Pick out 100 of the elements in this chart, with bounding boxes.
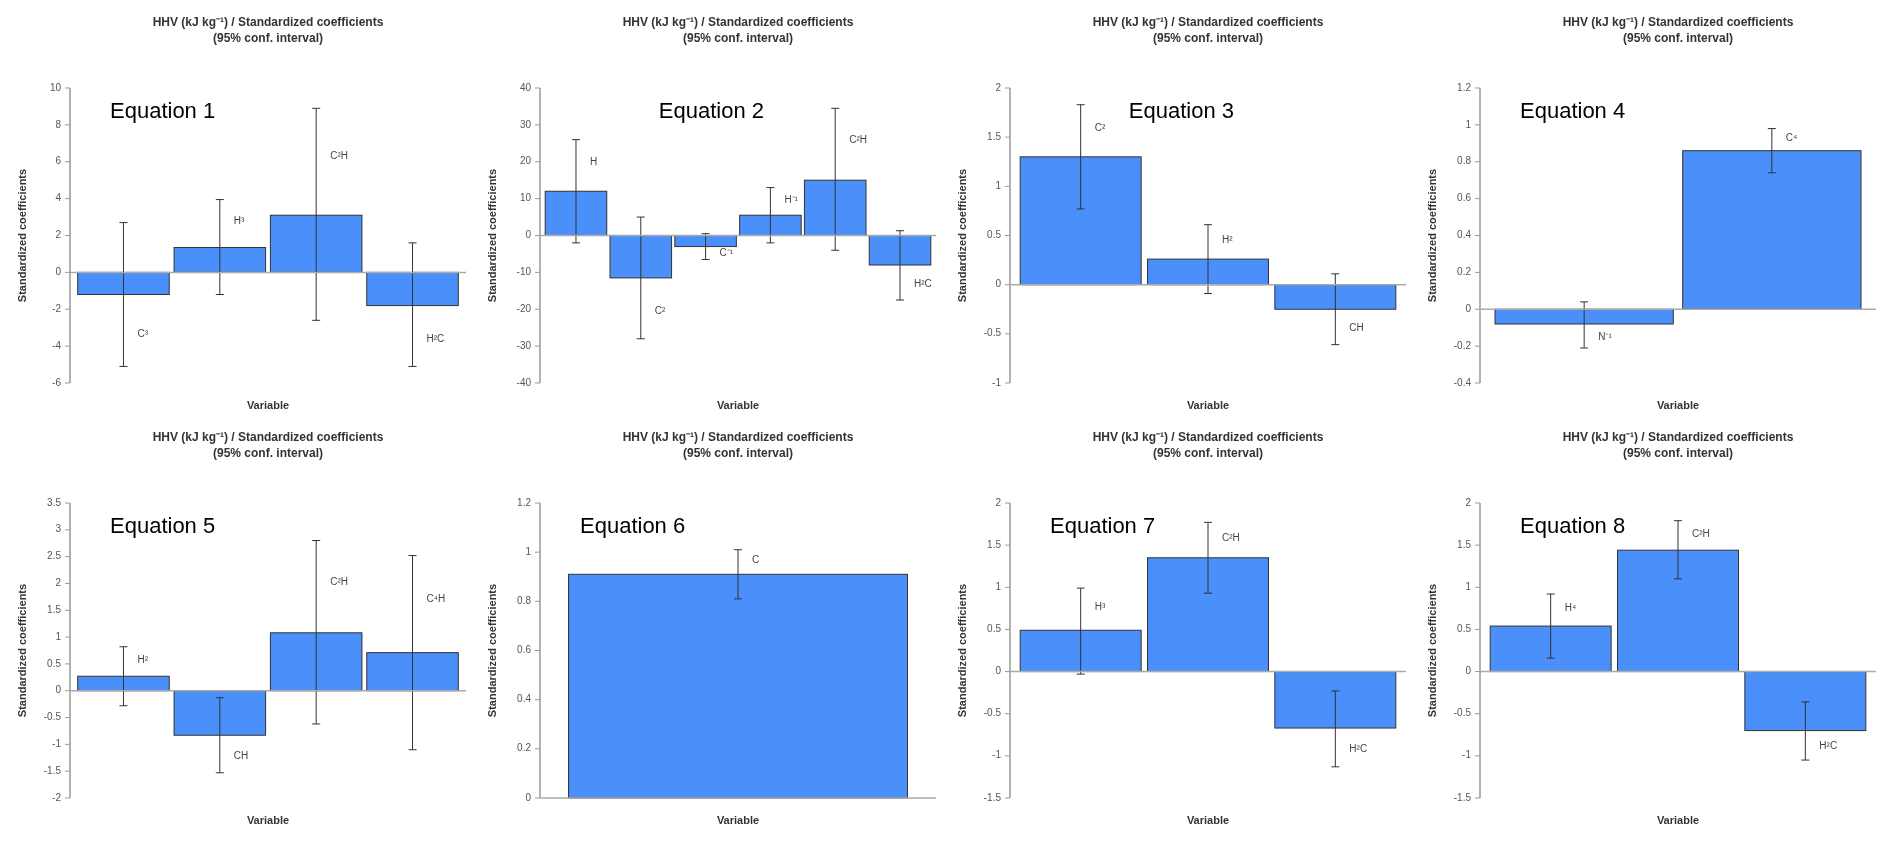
y-tick-label: 0.6	[517, 644, 532, 656]
y-tick-label: -1.5	[43, 764, 62, 776]
y-tick-label: 1	[55, 630, 62, 642]
chart-subtitle: (95% conf. interval)	[1622, 31, 1734, 45]
x-tick-label: C³	[137, 327, 149, 339]
y-tick-label: 0.4	[1457, 229, 1472, 241]
y-tick-label: 0.5	[47, 657, 62, 669]
y-tick-label: 0	[525, 229, 532, 241]
y-tick-label: -10	[516, 266, 532, 278]
y-tick-label: 0.6	[1457, 192, 1472, 204]
x-tick-label: C²	[1094, 121, 1106, 133]
y-tick-label: -1	[1462, 749, 1472, 761]
y-tick-label: 1.5	[987, 130, 1002, 142]
x-tick-label: H²C	[914, 277, 932, 289]
y-tick-label: -0.5	[983, 707, 1002, 719]
annotation: Equation 7	[1050, 513, 1156, 538]
chart-subtitle: (95% conf. interval)	[212, 446, 324, 460]
y-tick-label: 0	[55, 684, 62, 696]
y-tick-label: -40	[516, 376, 532, 388]
y-tick-label: -4	[52, 339, 62, 351]
x-tick-label: C⁴	[1785, 132, 1798, 144]
y-tick-label: 3.5	[47, 496, 62, 508]
y-tick-label: 0.2	[1457, 266, 1472, 278]
y-tick-label: 0	[1465, 665, 1472, 677]
x-tick-label: H²	[137, 653, 149, 665]
y-tick-label: -1	[52, 738, 62, 749]
y-tick-label: 2	[1465, 496, 1472, 508]
chart-title: HHV (kJ kg⁻¹) / Standardized coefficients	[1562, 15, 1794, 29]
y-tick-label: -1	[992, 376, 1002, 388]
chart-subtitle: (95% conf. interval)	[212, 31, 324, 45]
y-tick-label: -30	[516, 339, 532, 351]
y-tick-label: 0.5	[987, 623, 1002, 635]
y-axis-title: Standardized coefficients	[956, 583, 968, 718]
y-tick-label: 1.2	[1457, 81, 1472, 93]
annotation: Equation 5	[110, 513, 216, 538]
x-axis-title: Variable	[246, 814, 290, 826]
y-tick-label: 1.5	[987, 538, 1002, 550]
x-tick-label: C⁴H	[426, 592, 446, 604]
y-axis-title: Standardized coefficients	[1426, 583, 1438, 718]
y-axis-title: Standardized coefficients	[486, 583, 498, 718]
chart-title: HHV (kJ kg⁻¹) / Standardized coefficients	[152, 430, 384, 444]
y-tick-label: -2	[52, 791, 62, 803]
x-tick-label: H³	[233, 214, 246, 226]
y-axis-title: Standardized coefficients	[486, 168, 498, 303]
y-tick-label: 0	[525, 791, 532, 803]
y-tick-label: 10	[49, 81, 62, 93]
x-axis-title: Variable	[716, 399, 760, 411]
x-tick-label: C²	[654, 305, 666, 317]
x-tick-label: CH	[233, 749, 249, 761]
y-tick-label: 0	[1465, 302, 1472, 314]
y-tick-label: 1	[995, 580, 1002, 592]
y-tick-label: 0.8	[1457, 155, 1472, 167]
x-tick-label: H²C	[426, 332, 445, 344]
y-tick-label: -1.5	[1453, 791, 1472, 803]
y-tick-label: 1	[525, 545, 532, 557]
y-tick-label: 1.2	[517, 496, 532, 508]
y-tick-label: 1.5	[1457, 538, 1472, 550]
y-tick-label: 1	[1465, 118, 1472, 130]
chart-title: HHV (kJ kg⁻¹) / Standardized coefficients	[622, 430, 854, 444]
y-axis-title: Standardized coefficients	[1426, 168, 1438, 303]
y-tick-label: -2	[52, 302, 62, 314]
annotation: Equation 6	[580, 513, 686, 538]
x-tick-label: CH	[1349, 322, 1364, 334]
y-tick-label: -0.5	[983, 327, 1002, 339]
chart-subtitle: (95% conf. interval)	[682, 31, 794, 45]
x-axis-title: Variable	[1186, 399, 1230, 411]
x-tick-label: C²H	[330, 150, 348, 162]
x-tick-label: C⁻¹	[719, 247, 734, 259]
y-tick-label: -20	[516, 302, 532, 314]
y-tick-label: 0.8	[517, 594, 532, 606]
x-tick-label: C²H	[849, 134, 867, 146]
y-tick-label: 1.5	[47, 603, 62, 615]
x-tick-label: C²H	[1692, 527, 1710, 539]
x-axis-title: Variable	[1656, 399, 1700, 411]
y-tick-label: 0	[55, 266, 62, 278]
annotation: Equation 8	[1520, 513, 1626, 538]
x-tick-label: C²H	[1222, 531, 1240, 543]
y-tick-label: 0.5	[987, 229, 1002, 241]
y-axis-title: Standardized coefficients	[16, 583, 28, 718]
chart-subtitle: (95% conf. interval)	[1152, 446, 1264, 460]
y-tick-label: 0.2	[517, 742, 532, 754]
y-tick-label: 0.4	[517, 693, 532, 705]
y-tick-label: -1.5	[983, 791, 1002, 803]
chart-title: HHV (kJ kg⁻¹) / Standardized coefficients	[1562, 430, 1794, 444]
x-tick-label: H⁴	[1564, 602, 1577, 614]
y-tick-label: -0.5	[1453, 707, 1472, 719]
y-tick-label: 2	[995, 496, 1002, 508]
x-tick-label: H²C	[1819, 740, 1838, 752]
y-tick-label: 2	[995, 81, 1002, 93]
chart-subtitle: (95% conf. interval)	[1622, 446, 1734, 460]
y-tick-label: 3	[55, 523, 62, 535]
chart-title: HHV (kJ kg⁻¹) / Standardized coefficients	[622, 15, 854, 29]
y-tick-label: 2	[55, 577, 62, 589]
annotation: Equation 1	[110, 98, 216, 123]
x-tick-label: H²C	[1349, 743, 1368, 755]
chart-subtitle: (95% conf. interval)	[682, 446, 794, 460]
x-axis-title: Variable	[716, 814, 760, 826]
x-axis-title: Variable	[1186, 814, 1230, 826]
y-tick-label: 20	[519, 155, 532, 167]
y-tick-label: 0	[995, 278, 1002, 290]
